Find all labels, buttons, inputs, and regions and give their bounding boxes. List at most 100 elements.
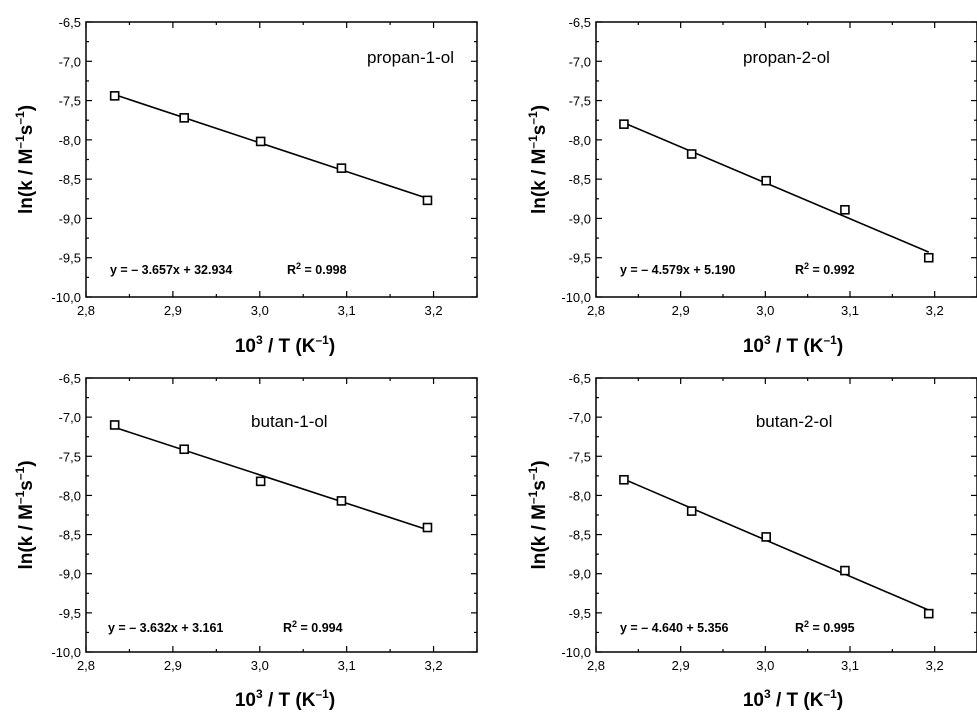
y-tick-label: -7,0 bbox=[59, 54, 81, 69]
fit-line bbox=[623, 478, 930, 611]
r-squared-symbol: R bbox=[287, 263, 296, 277]
r-squared-symbol: R bbox=[795, 263, 804, 277]
r-squared: R2 = 0.995 bbox=[795, 619, 855, 635]
y-tick-label: -7,5 bbox=[59, 449, 81, 464]
data-point bbox=[619, 474, 629, 485]
y-title-mid: s bbox=[529, 125, 550, 136]
x-title-end: ) bbox=[329, 690, 335, 711]
x-tick-label: 2,8 bbox=[587, 303, 605, 318]
x-tick-label: 2,8 bbox=[77, 303, 95, 318]
x-tick-label: 3,1 bbox=[338, 303, 356, 318]
chart-panel-2: 2,8 2,9 3,0 3,1 3,2 -10,0 -9,5 -9,0 -8,5 -8,0 -7,5… bbox=[526, 15, 977, 357]
series-annotation: butan-1-ol bbox=[251, 412, 328, 431]
fit-equation: y = – 4.579x + 5.190 bbox=[620, 263, 735, 277]
y-title-end: ) bbox=[529, 105, 550, 111]
data-point bbox=[923, 252, 934, 263]
y-tick-label: -8,0 bbox=[569, 133, 591, 148]
y-title-end: ) bbox=[16, 105, 37, 111]
y-title-mid: s bbox=[16, 125, 37, 136]
series-annotation: propan-1-ol bbox=[367, 48, 454, 67]
x-axis-title: 103 / T (K–1) bbox=[743, 333, 843, 357]
chart-panel-3: 2,8 2,9 3,0 3,1 3,2 -10,0 -9,5 -9,0 -8,5 -8,0 -7,5… bbox=[13, 371, 478, 711]
y-tick-label: -9,5 bbox=[569, 251, 591, 266]
y-tick-label: -7,0 bbox=[569, 54, 591, 69]
x-tick-label: 3,1 bbox=[338, 658, 356, 673]
x-tick-label: 2,9 bbox=[672, 303, 690, 318]
data-point bbox=[336, 163, 347, 173]
data-point bbox=[109, 91, 120, 101]
x-title-mid: / T (K bbox=[263, 336, 316, 357]
data-point bbox=[686, 149, 697, 159]
y-tick-label: -9,0 bbox=[59, 567, 81, 582]
y-tick-label: -10,0 bbox=[51, 645, 81, 660]
y-title-exponent-1: –1 bbox=[526, 490, 540, 504]
y-tick-label: -10,0 bbox=[51, 290, 81, 305]
data-point bbox=[923, 608, 934, 619]
data-point bbox=[619, 119, 629, 129]
x-tick-label: 3,1 bbox=[841, 303, 859, 318]
x-title-end: ) bbox=[837, 690, 843, 711]
y-tick-label: -9,5 bbox=[59, 606, 81, 621]
fit-line bbox=[114, 93, 428, 200]
data-point bbox=[336, 496, 347, 506]
x-title-unit-exponent: –1 bbox=[315, 333, 329, 347]
r-squared-symbol: R bbox=[283, 621, 292, 635]
x-title-unit-exponent: –1 bbox=[823, 687, 837, 701]
y-tick-label: -9,0 bbox=[569, 567, 591, 582]
y-title-start: ln(k / M bbox=[529, 149, 550, 214]
y-title-exponent-2: –1 bbox=[13, 466, 27, 480]
r-squared-exponent: 2 bbox=[804, 261, 809, 271]
x-tick-label: 3,2 bbox=[926, 303, 944, 318]
x-title-exponent: 3 bbox=[256, 333, 263, 347]
y-tick-label: -6,5 bbox=[59, 371, 81, 386]
x-tick-label: 3,0 bbox=[756, 658, 774, 673]
y-tick-label: -9,5 bbox=[59, 251, 81, 266]
x-title-mid: / T (K bbox=[771, 690, 824, 711]
y-title-exponent-1: –1 bbox=[13, 135, 27, 149]
y-title-exponent-2: –1 bbox=[526, 466, 540, 480]
data-point bbox=[840, 204, 850, 215]
x-title-unit-exponent: –1 bbox=[823, 333, 837, 347]
r-squared-value: = 0.995 bbox=[809, 621, 855, 635]
y-title-exponent-1: –1 bbox=[13, 490, 27, 504]
y-tick-label: -7,0 bbox=[569, 410, 591, 425]
r-squared-value: = 0.992 bbox=[809, 263, 855, 277]
y-axis-title: ln(k / M–1s–1) bbox=[526, 105, 550, 214]
y-tick-label: -6,5 bbox=[59, 15, 81, 30]
fit-line bbox=[623, 122, 930, 253]
chart-panel-1: 2,8 2,9 3,0 3,1 3,2 -10,0 -9,5 -9,0 -8,5 -8,0 -7,5… bbox=[13, 15, 478, 357]
data-point bbox=[761, 532, 771, 542]
y-tick-label: -8,5 bbox=[59, 172, 81, 187]
data-point bbox=[109, 420, 120, 430]
y-title-end: ) bbox=[16, 460, 37, 466]
x-title-base: 10 bbox=[235, 690, 256, 711]
x-axis-title: 103 / T (K–1) bbox=[743, 687, 843, 711]
y-title-start: ln(k / M bbox=[16, 504, 37, 569]
r-squared-value: = 0.998 bbox=[301, 263, 347, 277]
y-title-start: ln(k / M bbox=[16, 149, 37, 214]
y-title-start: ln(k / M bbox=[529, 504, 550, 569]
x-tick-label: 3,2 bbox=[926, 658, 944, 673]
x-axis-title: 103 / T (K–1) bbox=[235, 687, 335, 711]
data-point bbox=[761, 175, 771, 186]
r-squared: R2 = 0.994 bbox=[283, 619, 343, 635]
data-point bbox=[255, 476, 266, 487]
y-tick-label: -10,0 bbox=[561, 290, 591, 305]
y-tick-label: -8,0 bbox=[59, 133, 81, 148]
y-axis-title: ln(k / M–1s–1) bbox=[13, 105, 37, 214]
y-tick-label: -8,0 bbox=[59, 488, 81, 503]
x-title-mid: / T (K bbox=[771, 336, 824, 357]
y-tick-label: -8,5 bbox=[59, 528, 81, 543]
fit-equation: y = – 4.640 + 5.356 bbox=[620, 621, 728, 635]
x-tick-label: 2,8 bbox=[587, 658, 605, 673]
y-tick-label: -7,5 bbox=[569, 94, 591, 109]
r-squared: R2 = 0.992 bbox=[795, 261, 855, 277]
y-tick-label: -7,0 bbox=[59, 410, 81, 425]
chart-panel-4: 2,8 2,9 3,0 3,1 3,2 -10,0 -9,5 -9,0 -8,5 -8,0 -7,5… bbox=[526, 371, 977, 711]
data-point bbox=[179, 444, 189, 455]
y-tick-label: -10,0 bbox=[561, 645, 591, 660]
r-squared-exponent: 2 bbox=[296, 261, 301, 271]
r-squared: R2 = 0.998 bbox=[287, 261, 347, 277]
x-tick-label: 2,9 bbox=[672, 658, 690, 673]
